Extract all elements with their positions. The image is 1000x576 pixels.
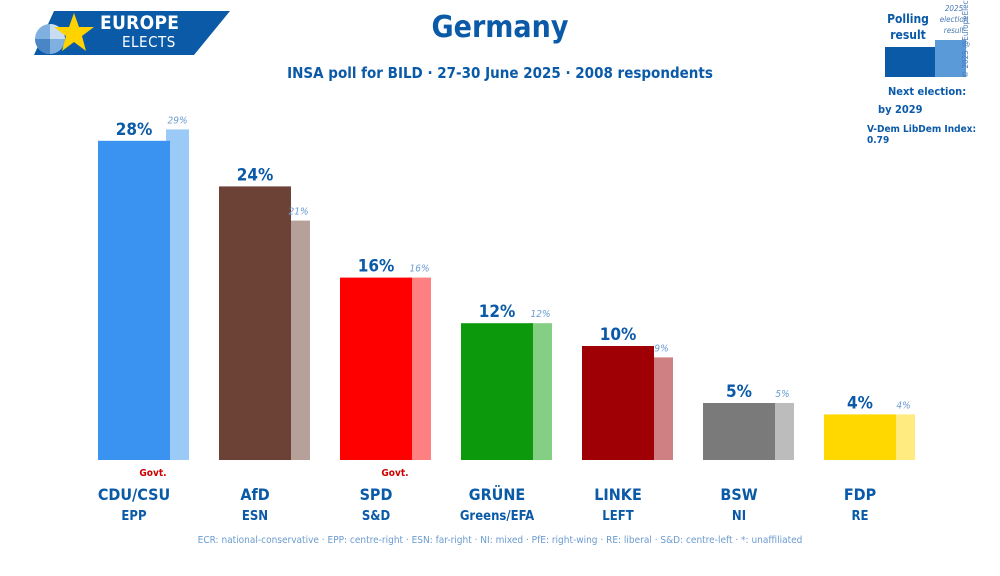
- poll-bar-afd: [219, 186, 291, 460]
- party-name-spd: SPD: [360, 485, 393, 504]
- party-name-fdp: FDP: [844, 485, 876, 504]
- election-bar-cdu-csu: [166, 129, 189, 460]
- election-value-spd: 16%: [410, 264, 430, 275]
- poll-value-gr-ne: 12%: [479, 302, 516, 322]
- election-bar-fdp: [892, 414, 915, 460]
- party-name-gr-ne: GRÜNE: [469, 485, 525, 504]
- election-bar-linke: [650, 357, 673, 460]
- footer-legend-note: ECR: national-conservative · EPP: centre…: [197, 535, 803, 546]
- party-group-linke: LEFT: [602, 509, 633, 524]
- europe-elects-logo: [34, 11, 230, 55]
- party-group-spd: S&D: [362, 509, 391, 524]
- party-name-cdu-csu: CDU/CSU: [98, 485, 170, 504]
- election-value-fdp: 4%: [896, 400, 910, 411]
- election-value-cdu-csu: 29%: [168, 115, 188, 126]
- poll-bar-bsw: [703, 403, 775, 460]
- legend-polling-label: Polling result: [887, 12, 929, 42]
- party-group-fdp: RE: [852, 509, 869, 524]
- party-name-bsw: BSW: [720, 485, 757, 504]
- logo-text-europe: EUROPE: [100, 12, 180, 34]
- party-name-afd: AfD: [240, 485, 269, 504]
- logo-text-elects: ELECTS: [122, 33, 176, 51]
- party-group-cdu-csu: EPP: [121, 509, 147, 524]
- poll-value-bsw: 5%: [726, 382, 752, 402]
- election-value-bsw: 5%: [775, 389, 789, 400]
- election-bar-gr-ne: [529, 323, 552, 460]
- legend-election-label: 2025 election result: [939, 4, 969, 35]
- chart-subtitle: INSA poll for BILD · 27-30 June 2025 · 2…: [287, 64, 713, 82]
- poll-bar-linke: [582, 346, 654, 460]
- election-bar-afd: [287, 220, 310, 460]
- poll-bar-fdp: [824, 414, 896, 460]
- poll-bar-gr-ne: [461, 323, 533, 460]
- election-bar-spd: [408, 277, 431, 460]
- vdem-index: V-Dem LibDem Index: 0.79: [867, 124, 977, 146]
- poll-bar-spd: [340, 277, 412, 460]
- next-election-value: by 2029: [878, 103, 923, 116]
- poll-value-spd: 16%: [358, 257, 395, 277]
- chart-title: Germany: [431, 10, 569, 45]
- election-value-linke: 9%: [654, 343, 668, 354]
- party-group-gr-ne: Greens/EFA: [460, 509, 534, 524]
- poll-value-fdp: 4%: [847, 393, 873, 413]
- party-name-linke: LINKE: [594, 485, 642, 504]
- party-group-afd: ESN: [242, 509, 268, 524]
- election-bar-bsw: [771, 403, 794, 460]
- poll-value-afd: 24%: [237, 165, 274, 185]
- legend-election-swatch: [935, 40, 966, 77]
- poll-value-linke: 10%: [600, 325, 637, 345]
- legend-polling-swatch: [885, 47, 935, 77]
- election-value-afd: 21%: [289, 207, 309, 218]
- poll-value-cdu-csu: 28%: [116, 120, 153, 140]
- next-election-label: Next election:: [888, 85, 967, 98]
- poll-bar-cdu-csu: [98, 140, 170, 461]
- govt-label-spd: Govt.: [381, 468, 408, 479]
- party-group-bsw: NI: [732, 509, 746, 524]
- govt-label-cdu-csu: Govt.: [139, 468, 166, 479]
- election-value-gr-ne: 12%: [531, 309, 551, 320]
